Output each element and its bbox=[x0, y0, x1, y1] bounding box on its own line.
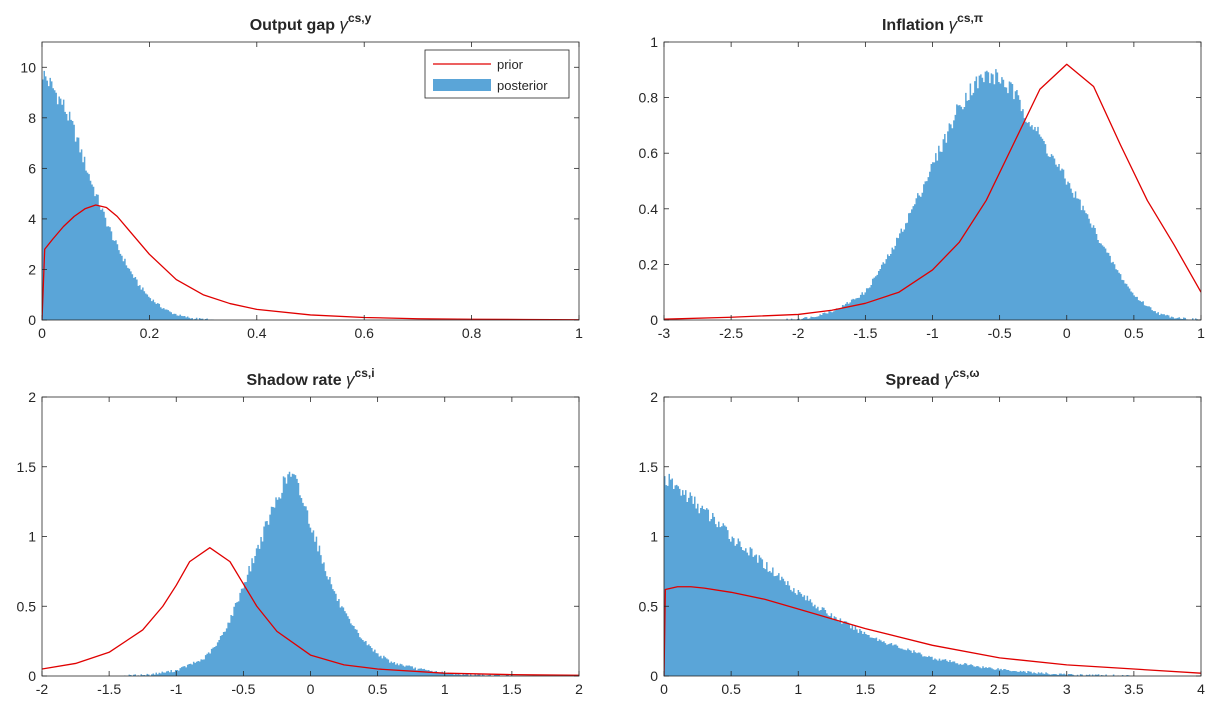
spread-xtick-label: 3 bbox=[1063, 681, 1071, 697]
shadow-rate-xtick-label: 1 bbox=[441, 681, 449, 697]
inflation-xtick-label: 0.5 bbox=[1124, 325, 1144, 341]
spread-xtick-label: 2 bbox=[929, 681, 937, 697]
output-gap-xtick-label: 0.2 bbox=[140, 325, 160, 341]
shadow-rate-subplot: -2 -1.5 -1 -0.5 0 0.5 1 1.5 2 0 0.5 1 1.5 2 Shadow rat… bbox=[17, 366, 584, 697]
inflation-subplot: -3 -2.5 -2 -1.5 -1 -0.5 0 0.5 1 0 0.2 0.4 0.6 0.8 1 Inf… bbox=[639, 11, 1206, 341]
inflation-xtick-label: 0 bbox=[1063, 325, 1071, 341]
spread-xtick-label: 4 bbox=[1197, 681, 1205, 697]
spread-xtick-label: 1.5 bbox=[856, 681, 876, 697]
output-gap-title: Output gap γcs,y bbox=[250, 11, 372, 34]
shadow-rate-xtick-label: 0 bbox=[307, 681, 315, 697]
spread-subplot: 0 0.5 1 1.5 2 2.5 3 3.5 4 0 0.5 1 1.5 2 Spread γcs,ω bbox=[639, 366, 1206, 697]
shadow-rate-xtick-label: 1.5 bbox=[502, 681, 522, 697]
spread-title: Spread γcs,ω bbox=[885, 366, 979, 389]
spread-ytick-label: 0 bbox=[650, 668, 658, 684]
inflation-xtick-label: -0.5 bbox=[988, 325, 1012, 341]
spread-xtick-label: 1 bbox=[794, 681, 802, 697]
output-gap-posterior-histogram bbox=[42, 70, 214, 320]
output-gap-legend: prior posterior bbox=[424, 49, 570, 99]
shadow-rate-ytick-label: 1.5 bbox=[17, 459, 37, 475]
output-gap-ytick-label: 8 bbox=[28, 110, 36, 126]
legend-posterior-swatch bbox=[433, 79, 491, 91]
inflation-title: Inflation γcs,π bbox=[882, 11, 983, 34]
legend-prior-label: prior bbox=[497, 57, 524, 72]
inflation-xtick-label: 1 bbox=[1197, 325, 1205, 341]
output-gap-xtick-label: 0.6 bbox=[354, 325, 374, 341]
shadow-rate-ytick-label: 0.5 bbox=[17, 598, 37, 614]
shadow-rate-xtick-label: -0.5 bbox=[231, 681, 255, 697]
shadow-rate-xtick-label: 2 bbox=[575, 681, 583, 697]
inflation-prior-line bbox=[664, 63, 1201, 320]
shadow-rate-posterior-histogram bbox=[122, 471, 512, 676]
spread-ytick-label: 1.5 bbox=[639, 459, 659, 475]
inflation-posterior-histogram bbox=[784, 69, 1201, 320]
output-gap-axes-box bbox=[41, 41, 580, 321]
shadow-rate-xtick-label: -2 bbox=[36, 681, 49, 697]
output-gap-ytick-label: 6 bbox=[28, 160, 36, 176]
inflation-ytick-label: 0.6 bbox=[639, 145, 659, 161]
output-gap-xtick-label: 0.8 bbox=[462, 325, 482, 341]
inflation-xtick-label: -1 bbox=[926, 325, 939, 341]
spread-xtick-label: 2.5 bbox=[990, 681, 1010, 697]
shadow-rate-ytick-label: 2 bbox=[28, 389, 36, 405]
output-gap-xtick-label: 1 bbox=[575, 325, 583, 341]
spread-xtick-label: 0.5 bbox=[721, 681, 741, 697]
inflation-xtick-label: -3 bbox=[658, 325, 671, 341]
inflation-ytick-label: 0 bbox=[650, 312, 658, 328]
shadow-rate-ytick-label: 1 bbox=[28, 529, 36, 545]
spread-prior-line bbox=[664, 586, 1201, 676]
output-gap-xtick-label: 0 bbox=[38, 325, 46, 341]
output-gap-ytick-label: 0 bbox=[28, 312, 36, 328]
inflation-ytick-label: 0.2 bbox=[639, 256, 659, 272]
output-gap-ytick-label: 10 bbox=[20, 59, 36, 75]
spread-posterior-histogram bbox=[664, 473, 1134, 676]
inflation-xtick-label: -1.5 bbox=[853, 325, 877, 341]
inflation-ytick-label: 0.8 bbox=[639, 90, 659, 106]
shadow-rate-title: Shadow rate γcs,i bbox=[246, 366, 374, 389]
spread-xtick-label: 0 bbox=[660, 681, 668, 697]
spread-xtick-label: 3.5 bbox=[1124, 681, 1144, 697]
shadow-rate-prior-line bbox=[42, 547, 579, 676]
inflation-ytick-label: 0.4 bbox=[639, 201, 659, 217]
inflation-xtick-label: -2.5 bbox=[719, 325, 743, 341]
output-gap-ytick-label: 4 bbox=[28, 211, 36, 227]
spread-ytick-label: 2 bbox=[650, 389, 658, 405]
shadow-rate-ytick-label: 0 bbox=[28, 668, 36, 684]
inflation-ytick-label: 1 bbox=[650, 34, 658, 50]
output-gap-prior-line bbox=[42, 204, 579, 320]
shadow-rate-xtick-label: -1 bbox=[170, 681, 183, 697]
output-gap-xtick-label: 0.4 bbox=[247, 325, 267, 341]
inflation-xtick-label: -2 bbox=[792, 325, 805, 341]
shadow-rate-xtick-label: 0.5 bbox=[368, 681, 388, 697]
legend-posterior-label: posterior bbox=[497, 78, 548, 93]
spread-ytick-label: 1 bbox=[650, 529, 658, 545]
shadow-rate-xtick-label: -1.5 bbox=[97, 681, 121, 697]
spread-ytick-label: 0.5 bbox=[639, 598, 659, 614]
output-gap-ytick-label: 2 bbox=[28, 261, 36, 277]
